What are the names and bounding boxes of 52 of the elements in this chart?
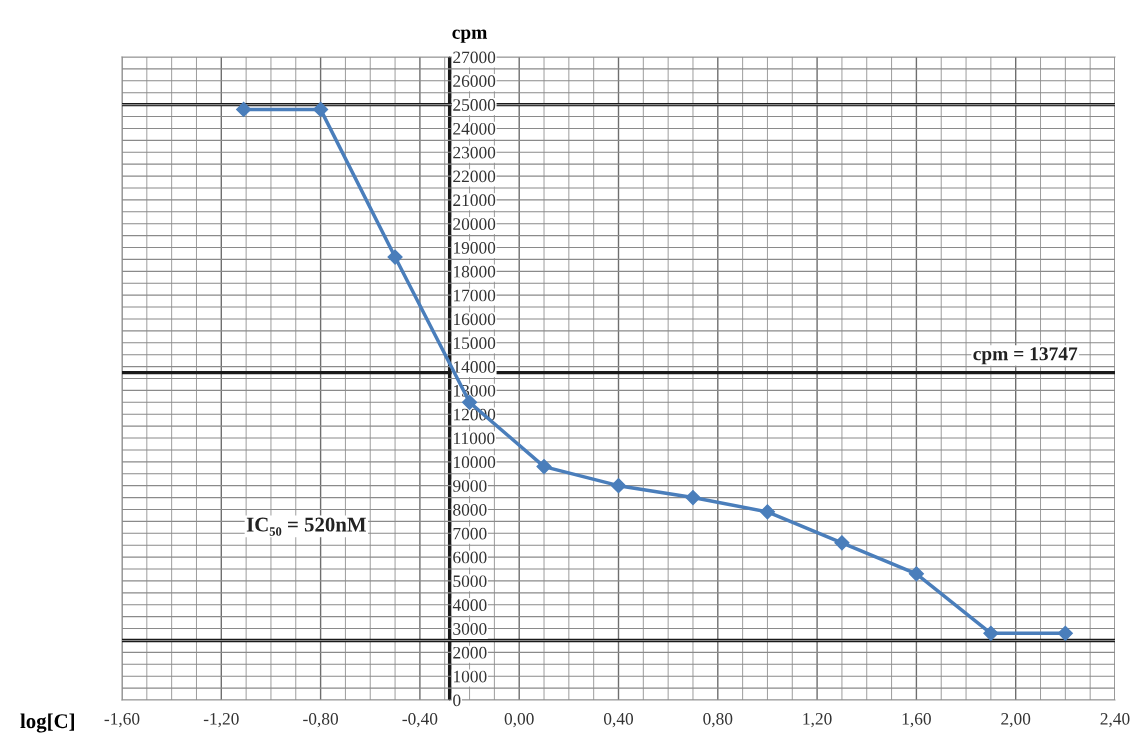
x-tick-label: 0,00 (504, 713, 534, 728)
y-tick-label: 27000 (453, 51, 496, 64)
y-tick-label: 2000 (453, 646, 487, 659)
y-tick-label: 19000 (453, 242, 496, 254)
y-tick-label: 24000 (453, 122, 496, 135)
y-tick-label: 10000 (453, 456, 496, 469)
x-tick-label: -0,80 (303, 713, 339, 728)
ref-line-label: cpm = 13747 (973, 347, 1078, 365)
point (685, 490, 701, 506)
x-tick-label: 1,20 (803, 713, 832, 728)
y-tick-label: 0 (453, 694, 461, 707)
y-tick-label: 4000 (452, 599, 487, 611)
y-tick-label: 26000 (453, 75, 496, 88)
y-tick-label: 18000 (453, 265, 496, 278)
x-tick-label: 2,40 (1100, 713, 1130, 728)
y-tick-label: 14000 (453, 361, 496, 373)
y-tick-label: 23000 (453, 146, 496, 159)
point (610, 478, 627, 494)
y-tick-label: 15000 (453, 337, 496, 349)
annotation: IC₅₀ = 520nM (246, 517, 366, 536)
y-tick-label: 9000 (453, 480, 487, 492)
x-tick-label: 2,00 (1001, 713, 1031, 728)
y-tick-label: 11000 (453, 432, 495, 445)
point (834, 535, 850, 551)
point (387, 249, 403, 265)
y-tick-label: 20000 (453, 218, 496, 230)
x-tick-label: -1,60 (104, 713, 140, 728)
x-tick-label: 0,40 (603, 713, 634, 728)
point (313, 101, 329, 117)
x-axis-title: log[C] (20, 713, 74, 733)
x-tick-label: 0,80 (703, 713, 733, 728)
point (759, 504, 776, 520)
y-tick-label: 5000 (453, 575, 487, 588)
point (983, 625, 999, 641)
y-tick-label: 8000 (453, 503, 487, 516)
y-tick-label: 16000 (453, 313, 496, 326)
y-tick-label: 17000 (453, 289, 496, 302)
x-tick-label: -1,20 (203, 713, 239, 728)
point (536, 459, 552, 475)
point (236, 101, 252, 117)
y-tick-label: 3000 (453, 623, 487, 635)
x-tick-label: -0,40 (402, 713, 438, 728)
y-tick-label: 22000 (453, 170, 496, 183)
y-tick-label: 1000 (453, 670, 487, 683)
y-tick-label: 6000 (453, 551, 487, 564)
point (908, 566, 924, 582)
point (1057, 625, 1073, 641)
x-tick-label: 1,60 (902, 713, 931, 728)
y-tick-label: 21000 (453, 194, 496, 207)
y-tick-label: 25000 (453, 99, 496, 111)
y-tick-label: 7000 (453, 527, 487, 540)
y-axis-title: cpm (452, 29, 488, 43)
